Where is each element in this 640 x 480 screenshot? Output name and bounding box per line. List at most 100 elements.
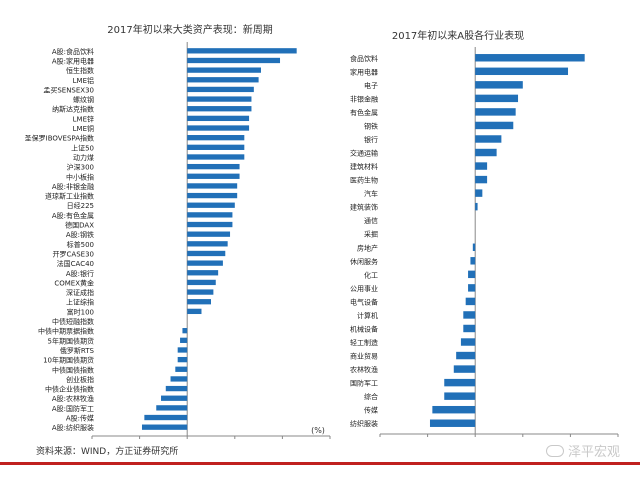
watermark-text: 泽平宏观 bbox=[567, 445, 620, 460]
category-label: 螺纹钢 bbox=[73, 95, 94, 104]
watermark: 泽平宏观 bbox=[545, 441, 620, 460]
bar bbox=[165, 385, 188, 392]
bar bbox=[187, 173, 240, 179]
bar bbox=[187, 154, 245, 160]
bar bbox=[187, 106, 252, 112]
bar bbox=[463, 311, 476, 319]
category-label: 中债国债指数 bbox=[52, 365, 94, 374]
category-label: 公用事业 bbox=[350, 284, 378, 293]
category-label: LME锌 bbox=[73, 114, 94, 123]
bar bbox=[187, 57, 281, 64]
category-label: A股:银行 bbox=[66, 269, 94, 278]
category-label: 银行 bbox=[364, 135, 378, 144]
bar bbox=[187, 144, 245, 150]
bar bbox=[187, 279, 216, 286]
bar bbox=[444, 378, 476, 387]
category-label: A股:农林牧渔 bbox=[52, 394, 94, 403]
bar bbox=[470, 257, 476, 265]
category-label: 通信 bbox=[364, 216, 378, 225]
bar bbox=[182, 328, 188, 334]
source-note: 资料来源：WIND，方正证券研究所 bbox=[36, 447, 179, 457]
bar bbox=[460, 338, 476, 346]
bar bbox=[475, 189, 483, 197]
bar bbox=[475, 67, 569, 76]
bar bbox=[187, 289, 214, 295]
bar bbox=[161, 395, 188, 401]
category-label: 综合 bbox=[364, 392, 378, 401]
category-label: 食品饮料 bbox=[350, 54, 378, 63]
category-label: A股:家用电器 bbox=[52, 56, 94, 65]
category-label: 日经225 bbox=[67, 201, 94, 210]
bar bbox=[429, 419, 476, 427]
bar bbox=[465, 297, 476, 306]
category-label: 法国CAC40 bbox=[57, 259, 94, 268]
category-label: 电子 bbox=[364, 81, 378, 90]
category-label: A股:国防军工 bbox=[52, 404, 94, 413]
category-label: A股:有色金属 bbox=[52, 211, 94, 220]
category-label: 恒生指数 bbox=[66, 66, 94, 75]
chart1-plot: -40-200204060A股:食品饮料A股:家用电器恒生指数LME铝孟买SEN… bbox=[25, 42, 331, 439]
category-label: 电气设备 bbox=[350, 297, 378, 306]
bar bbox=[468, 270, 476, 279]
category-label: 商业贸易 bbox=[350, 352, 378, 361]
bar bbox=[475, 175, 488, 184]
category-label: 传媒 bbox=[364, 406, 378, 415]
chart1-xlabel: (%) bbox=[311, 426, 325, 435]
category-label: 房地产 bbox=[357, 243, 378, 252]
bar bbox=[156, 405, 188, 411]
category-label: 家用电器 bbox=[350, 67, 378, 76]
bar bbox=[175, 366, 188, 372]
wechat-icon bbox=[545, 444, 564, 457]
bar bbox=[187, 231, 231, 237]
bar bbox=[177, 347, 188, 353]
chart1-title: 2017年初以来大类资产表现：新周期 bbox=[107, 23, 272, 36]
category-label: 交通运输 bbox=[350, 149, 378, 158]
bar bbox=[475, 135, 502, 143]
category-label: 建筑材料 bbox=[350, 162, 378, 171]
bar bbox=[170, 376, 188, 382]
category-label: 汽车 bbox=[364, 189, 378, 198]
category-label: 中债短融指数 bbox=[52, 317, 94, 326]
category-label: 中债中期票据指数 bbox=[38, 327, 94, 336]
category-label: A股:非银金融 bbox=[52, 182, 94, 191]
category-label: 开罗CASE30 bbox=[53, 250, 94, 258]
bar bbox=[475, 94, 519, 103]
bar bbox=[144, 414, 188, 421]
category-label: 非银金融 bbox=[350, 94, 378, 103]
bar bbox=[187, 250, 226, 257]
category-label: 创业板指 bbox=[66, 375, 94, 384]
category-label: 标普500 bbox=[67, 240, 94, 249]
bar bbox=[187, 135, 245, 141]
bar bbox=[463, 324, 476, 333]
bar bbox=[187, 67, 261, 73]
category-label: 德国DAX bbox=[65, 221, 94, 230]
bar bbox=[475, 121, 514, 130]
category-label: 10年期国债期货 bbox=[43, 356, 94, 365]
category-label: 沪深300 bbox=[67, 163, 94, 172]
category-label: 采掘 bbox=[364, 230, 378, 239]
category-label: 纺织服装 bbox=[350, 419, 378, 428]
category-label: 机械设备 bbox=[350, 324, 378, 333]
bar bbox=[475, 81, 523, 89]
bar bbox=[187, 202, 235, 208]
footer-bar bbox=[0, 462, 640, 465]
category-label: A股:纺织服装 bbox=[52, 423, 94, 432]
category-label: A股:食品饮料 bbox=[52, 47, 94, 56]
bar bbox=[475, 162, 488, 170]
category-label: 圣保罗IBOVESPA指数 bbox=[25, 134, 94, 143]
bar bbox=[187, 48, 297, 54]
category-label: 深证成指 bbox=[66, 288, 94, 297]
bar bbox=[187, 299, 211, 305]
category-label: A股:钢铁 bbox=[66, 230, 94, 239]
category-label: 钢铁 bbox=[364, 121, 378, 130]
category-label: 纳斯达克指数 bbox=[52, 105, 94, 114]
bar bbox=[187, 241, 228, 247]
bar bbox=[187, 270, 219, 276]
bar bbox=[187, 163, 240, 170]
category-label: 医药生物 bbox=[350, 176, 378, 185]
bar bbox=[468, 284, 476, 292]
bar bbox=[187, 86, 254, 93]
bar bbox=[475, 148, 497, 157]
chart2-plot: -40-200204060食品饮料家用电器电子非银金融有色金属钢铁银行交通运输建… bbox=[350, 47, 619, 437]
category-label: 有色金属 bbox=[350, 108, 378, 117]
